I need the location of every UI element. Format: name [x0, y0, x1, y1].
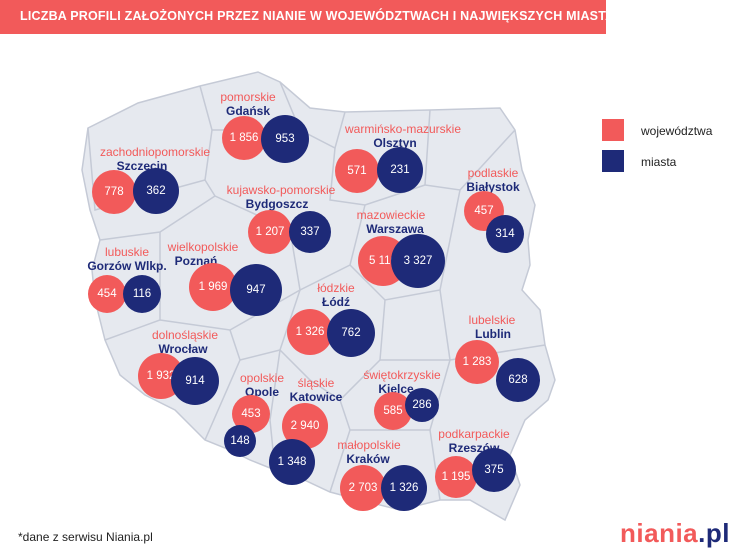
city-bubble-rzeszow: 375: [472, 448, 516, 492]
city-label-lublin: Lublin: [475, 327, 511, 341]
city-bubble-katowice: 1 348: [269, 439, 315, 485]
city-label-wroclaw: Wrocław: [158, 342, 208, 356]
city-bubble-wroclaw: 914: [171, 357, 219, 405]
region-bubble-dolnoslaskie: 1 932: [138, 353, 184, 399]
city-label-bialystok: Białystok: [466, 180, 520, 194]
city-bubble-warszawa: 3 327: [391, 234, 445, 288]
region-label-podlaskie: podlaskie: [467, 166, 519, 180]
region-bubble-warminsko-mazurskie: 571: [335, 149, 379, 193]
region-bubble-lodzkie: 1 326: [287, 309, 333, 355]
region-label-lodzkie: łódzkie: [317, 281, 355, 295]
title-banner: LICZBA PROFILI ZAŁOŻONYCH PRZEZ NIANIE W…: [0, 0, 710, 34]
region-label-lubuskie: lubuskie: [104, 245, 150, 259]
region-label-zachodniopomorskie: zachodniopomorskie: [99, 145, 211, 159]
region-label-malopolskie: małopolskie: [337, 438, 401, 452]
region-bubble-wielkopolskie: 1 969: [189, 263, 237, 311]
region-bubble-pomorskie: 1 856: [222, 116, 266, 160]
region-bubble-lubelskie: 1 283: [455, 340, 499, 384]
legend-label-regions: województwa: [641, 124, 713, 138]
legend-swatch-regions: [602, 119, 624, 141]
logo-part-1: niania: [620, 518, 699, 548]
region-label-kujawsko-pomorskie: kujawsko-pomorskie: [226, 183, 336, 197]
region-bubble-lubuskie: 454: [88, 275, 126, 313]
niania-logo: niania.pl: [620, 518, 730, 549]
city-bubble-opole: 148: [224, 425, 256, 457]
region-label-lubelskie: lubelskie: [468, 313, 516, 327]
city-bubble-gorzow: 116: [123, 275, 161, 313]
region-label-slaskie: śląskie: [297, 376, 335, 390]
city-label-warszawa: Warszawa: [366, 222, 424, 236]
city-bubble-bydgoszcz: 337: [289, 211, 331, 253]
city-label-lodz: Łódź: [322, 295, 350, 309]
city-bubble-krakow: 1 326: [381, 465, 427, 511]
region-label-swietokrzyskie: świętokrzyskie: [363, 368, 441, 382]
region-label-dolnoslaskie: dolnośląskie: [151, 328, 219, 342]
region-label-mazowieckie: mazowieckie: [356, 208, 426, 222]
city-bubble-lodz: 762: [327, 309, 375, 357]
region-bubble-podkarpackie: 1 195: [435, 456, 477, 498]
region-bubble-kujawsko-pomorskie: 1 207: [248, 210, 292, 254]
legend-label-cities: miasta: [641, 155, 677, 169]
region-label-opolskie: opolskie: [239, 371, 285, 385]
city-label-krakow: Kraków: [346, 452, 390, 466]
city-bubble-kielce: 286: [405, 388, 439, 422]
logo-part-2: .pl: [698, 518, 730, 548]
city-bubble-szczecin: 362: [133, 168, 179, 214]
city-bubble-lublin: 628: [496, 358, 540, 402]
region-label-podkarpackie: podkarpackie: [438, 427, 510, 441]
city-label-katowice: Katowice: [289, 390, 343, 404]
city-label-bydgoszcz: Bydgoszcz: [245, 197, 309, 211]
city-bubble-bialystok: 314: [486, 215, 524, 253]
legend-swatch-cities: [602, 150, 624, 172]
city-bubble-poznan: 947: [230, 264, 282, 316]
region-bubble-zachodniopomorskie: 778: [92, 170, 136, 214]
footnote: *dane z serwisu Niania.pl: [18, 530, 153, 544]
region-bubble-malopolskie: 2 703: [340, 465, 386, 511]
map-title: LICZBA PROFILI ZAŁOŻONYCH PRZEZ NIANIE W…: [20, 9, 710, 23]
city-bubble-gdansk: 953: [261, 115, 309, 163]
region-label-wielkopolskie: wielkopolskie: [167, 240, 239, 254]
region-label-warminsko-mazurskie: warmińsko-mazurskie: [344, 122, 462, 136]
region-bubble-slaskie: 2 940: [282, 403, 328, 449]
city-label-gdansk: Gdańsk: [225, 104, 271, 118]
region-label-pomorskie: pomorskie: [220, 90, 276, 104]
city-label-gorzow: Gorzów Wlkp.: [87, 259, 167, 273]
city-label-olsztyn: Olsztyn: [373, 136, 417, 150]
city-bubble-olsztyn: 231: [377, 147, 423, 193]
